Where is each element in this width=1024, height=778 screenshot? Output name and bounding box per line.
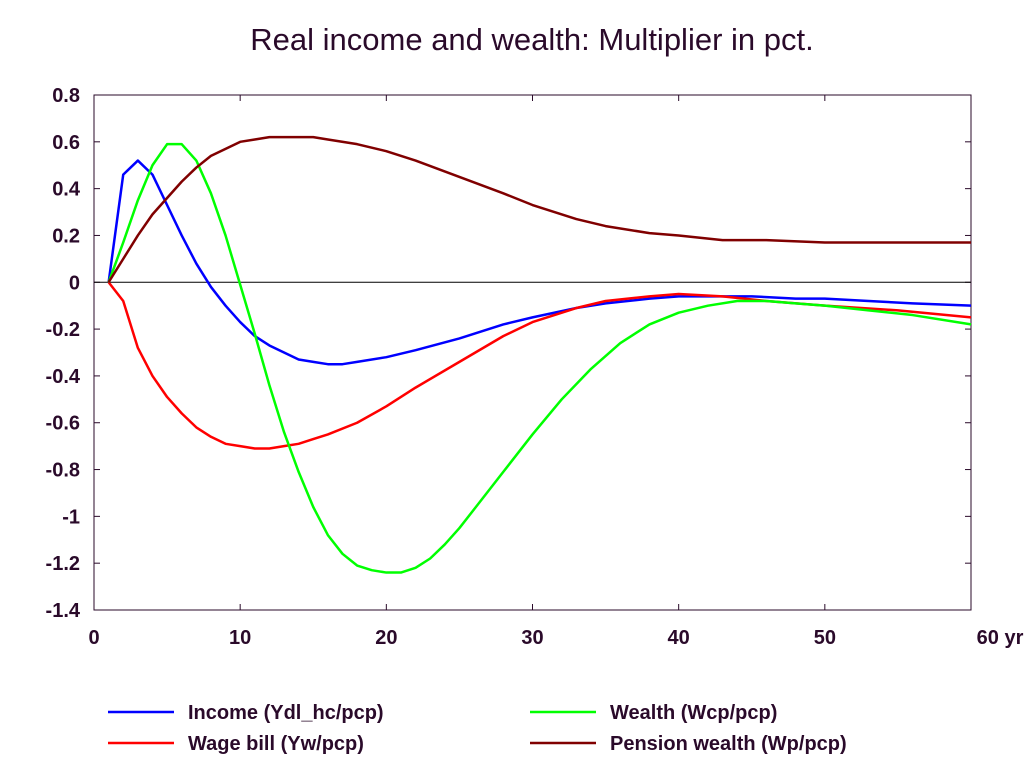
- chart-title: Real income and wealth: Multiplier in pc…: [250, 22, 813, 57]
- x-tick-label: 30: [521, 627, 543, 649]
- axis-ticks: [93, 94, 972, 611]
- y-tick-label: -0.4: [46, 366, 81, 388]
- y-tick-label: 0.8: [52, 85, 80, 107]
- series-line-3: [107, 142, 972, 574]
- y-tick-label: 0.6: [52, 132, 80, 154]
- y-tick-label: -0.2: [46, 319, 80, 341]
- y-tick-label: 0: [69, 272, 80, 294]
- y-tick-label: -1.4: [46, 600, 81, 622]
- tick-labels: 0.8 0.6 0.4 0.2 0 -0.2 -0.4 -0.6 -0.8 -1 -1.2 -1.4 0…: [46, 85, 1024, 649]
- y-tick-label: -1: [62, 506, 80, 528]
- series-line-1: [107, 159, 972, 366]
- x-tick-label: 60 yr: [977, 627, 1024, 649]
- y-tick-label: 0.2: [52, 225, 80, 247]
- legend-label: Wage bill (Yw/pcp): [188, 733, 364, 755]
- series-line-4: [107, 135, 971, 283]
- legend-label: Income (Ydl_hc/pcp): [188, 702, 384, 724]
- legend: Income (Ydl_hc/pcp) Wealth (Wcp/pcp) Wage …: [108, 702, 847, 755]
- series-lines: [107, 135, 972, 574]
- legend-label: Wealth (Wcp/pcp): [610, 702, 777, 724]
- y-tick-label: -0.6: [46, 413, 80, 435]
- y-tick-label: 0.4: [52, 179, 81, 201]
- x-tick-label: 40: [668, 627, 690, 649]
- x-tick-label: 0: [88, 627, 99, 649]
- x-tick-label: 10: [229, 627, 251, 649]
- plot-frame: [93, 94, 972, 611]
- x-tick-label: 20: [375, 627, 397, 649]
- y-tick-label: -0.8: [46, 460, 80, 482]
- series-line-2: [107, 281, 972, 450]
- x-tick-label: 50: [814, 627, 836, 649]
- y-tick-label: -1.2: [46, 553, 80, 575]
- legend-label: Pension wealth (Wp/pcp): [610, 733, 847, 755]
